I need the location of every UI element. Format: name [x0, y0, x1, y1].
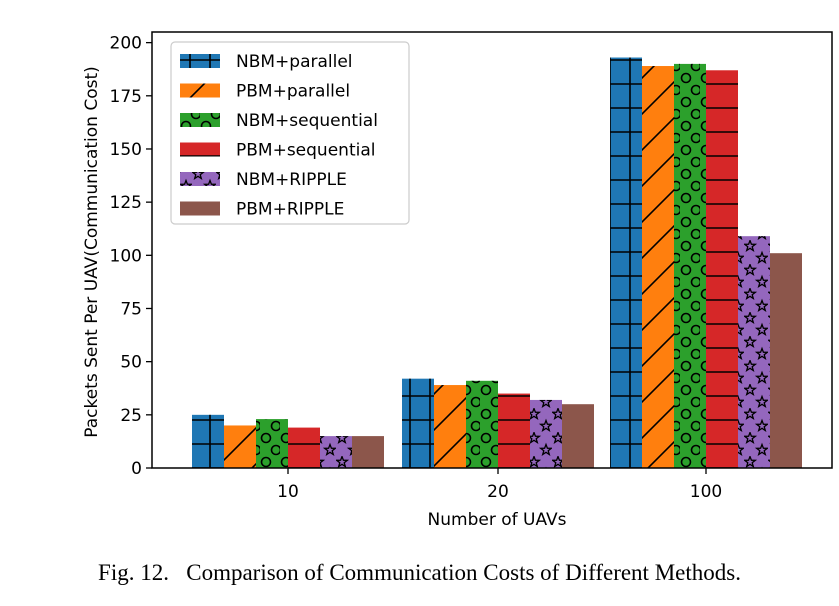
y-tick-label: 125	[110, 193, 142, 213]
x-tick-label: 20	[487, 482, 509, 502]
caption-text: Comparison of Communication Costs of Dif…	[186, 560, 741, 585]
y-tick-label: 50	[120, 353, 142, 373]
x-axis-label: Number of UAVs	[428, 510, 567, 530]
bar-hatch	[434, 385, 466, 468]
y-tick-label: 25	[120, 406, 142, 426]
bar-chart: 0 25 50 75 100 125 150 175 200 10 20 100 Number of U…	[82, 31, 833, 530]
caption-prefix: Fig. 12.	[98, 560, 169, 585]
bar-pbm-ripple-20	[562, 404, 594, 468]
legend-label: PBM+parallel	[236, 82, 350, 102]
bar-hatch	[706, 70, 738, 468]
bar-pbm-ripple-10	[352, 436, 384, 468]
figure-caption: Fig. 12. Comparison of Communication Cos…	[0, 560, 839, 586]
legend: NBM+parallel PBM+parallel NBM+sequential PB…	[170, 41, 410, 225]
bar-hatch	[674, 63, 706, 469]
legend-swatch-hatch	[180, 113, 220, 127]
bar-hatch	[288, 427, 320, 468]
legend-label: PBM+RIPPLE	[236, 200, 344, 220]
x-tick-label: 10	[277, 482, 299, 502]
legend-swatch-hatch	[180, 54, 220, 68]
y-tick-label: 100	[110, 246, 142, 266]
legend-label: NBM+sequential	[236, 111, 378, 131]
bar-hatch	[320, 436, 352, 468]
legend-swatch-hatch	[180, 172, 220, 186]
bar-hatch	[192, 414, 224, 468]
bar-hatch	[402, 378, 434, 468]
bar-pbm-ripple-100	[770, 253, 802, 468]
y-tick-label: 175	[110, 87, 142, 107]
bar-hatch	[466, 380, 498, 468]
legend-swatch	[180, 201, 220, 216]
axes-layer: 0 25 50 75 100 125 150 175 200 10 20 100 Number of U…	[82, 31, 833, 530]
legend-label: NBM+parallel	[236, 52, 353, 72]
y-axis-label: Packets Sent Per UAV(Communication Cost)	[82, 66, 102, 438]
bars-layer	[192, 57, 802, 469]
legend-swatch-hatch	[180, 142, 220, 157]
bar-hatch	[610, 57, 642, 469]
y-tick-label: 200	[110, 34, 142, 54]
y-tick-label: 75	[120, 299, 142, 319]
bar-hatch	[738, 236, 770, 468]
y-tick-label: 0	[131, 459, 142, 479]
bar-hatch	[498, 393, 530, 468]
legend-swatch-hatch	[180, 83, 220, 98]
legend-label: NBM+RIPPLE	[236, 170, 347, 190]
legend-label: PBM+sequential	[236, 141, 375, 161]
x-tick-label: 100	[690, 482, 722, 502]
bar-hatch	[530, 399, 562, 468]
plot-frame	[151, 31, 833, 469]
bar-hatch	[256, 419, 288, 468]
legend-box	[170, 41, 410, 225]
y-tick-label: 150	[110, 140, 142, 160]
bar-hatch	[642, 66, 674, 468]
bar-hatch	[224, 425, 256, 468]
